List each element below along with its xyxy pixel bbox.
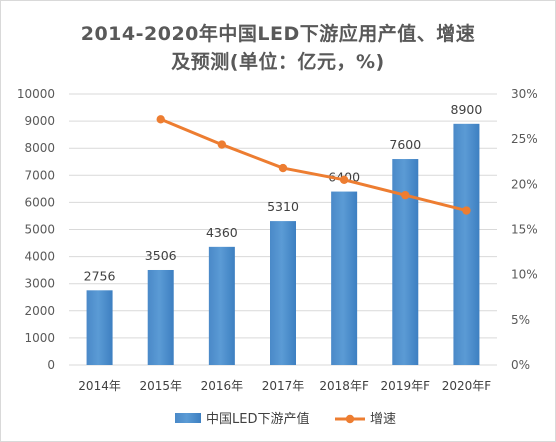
- x-tick-label: 2018年F: [319, 379, 369, 393]
- y-left-tick-label: 3000: [24, 277, 55, 291]
- legend-line-label: 增速: [370, 412, 396, 427]
- bar: [453, 123, 480, 365]
- y-right-tick-label: 15%: [511, 223, 538, 237]
- bar: [86, 290, 113, 365]
- legend-bar-label: 中国LED下游产值: [206, 411, 309, 427]
- growth-point: [339, 175, 349, 185]
- bar-data-label: 7600: [389, 137, 421, 152]
- bar-data-label: 2756: [84, 268, 116, 283]
- bar-data-label: 4360: [206, 225, 238, 240]
- bar: [147, 269, 174, 365]
- bar: [270, 221, 296, 365]
- x-tick-label: 2019年F: [381, 379, 431, 393]
- chart-title-line-2: 及预测(单位：亿元，%): [171, 51, 385, 73]
- y-left-tick-label: 10000: [17, 87, 55, 101]
- growth-point: [401, 190, 410, 200]
- y-right-tick-label: 0%: [511, 358, 530, 372]
- growth-line: [160, 117, 467, 212]
- bar-data-label: 5310: [267, 199, 299, 214]
- y-right-tick-label: 10%: [511, 268, 538, 282]
- legend-bar-swatch: [175, 413, 201, 423]
- y-right-tick-label: 5%: [511, 313, 530, 327]
- y-right-tick-label: 30%: [511, 87, 538, 101]
- y-right-tick-label: 25%: [511, 132, 538, 146]
- y-left-tick-label: 7000: [24, 168, 55, 182]
- growth-point: [217, 140, 227, 149]
- x-tick-label: 2016年: [201, 379, 244, 393]
- legend-line-marker: [345, 414, 355, 424]
- bar: [331, 191, 358, 365]
- y-left-tick-label: 8000: [24, 141, 55, 155]
- y-right-tick-label: 20%: [511, 177, 538, 191]
- y-left-tick-label: 0: [47, 358, 55, 372]
- bar-data-label: 3506: [145, 248, 177, 263]
- x-tick-label: 2017年: [262, 379, 305, 393]
- bar-data-label: 8900: [451, 102, 483, 117]
- growth-point: [462, 206, 471, 215]
- chart-title-line-1: 2014-2020年中国LED下游应用产值、增速: [80, 23, 476, 45]
- y-left-tick-label: 4000: [24, 250, 55, 264]
- growth-point: [156, 115, 165, 124]
- y-left-tick-label: 5000: [24, 223, 55, 237]
- y-left-tick-label: 2000: [24, 304, 55, 318]
- bar: [208, 246, 235, 365]
- y-left-tick-label: 1000: [24, 331, 55, 345]
- bar: [392, 159, 419, 365]
- x-tick-label: 2020年F: [442, 379, 492, 393]
- x-tick-label: 2015年: [139, 379, 182, 393]
- x-tick-label: 2014年: [78, 379, 121, 393]
- y-left-tick-label: 6000: [24, 195, 55, 209]
- growth-point: [278, 163, 288, 173]
- y-left-tick-label: 9000: [24, 114, 55, 128]
